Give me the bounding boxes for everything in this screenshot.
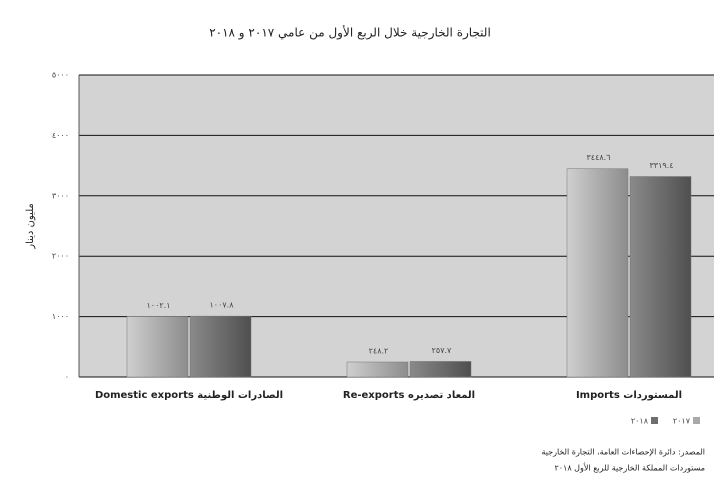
legend-label: ٢٠١٧ <box>673 417 691 426</box>
bar <box>629 176 692 378</box>
bar <box>189 315 252 378</box>
y-tick-label: ٥٠٠٠ <box>52 71 69 80</box>
y-tick-label: ٠ <box>65 373 69 382</box>
x-tick-label: Re-exports المعاد تصديره <box>343 390 475 401</box>
y-axis-label: مليون دينار <box>25 203 36 250</box>
value-label: ١٠٠٧.٨ <box>209 301 234 310</box>
legend-label: ٢٠١٨ <box>631 417 649 426</box>
value-label: ٢٤٨.٢ <box>369 347 389 356</box>
y-tick-label: ٣٠٠٠ <box>52 191 69 200</box>
value-label: ٣٣١٩.٤ <box>649 161 673 170</box>
bar <box>566 168 629 378</box>
value-label: ٢٥٧.٧ <box>432 346 452 355</box>
y-tick-label: ٢٠٠٠ <box>52 252 69 261</box>
source-note: مستوردات المملكة الخارجية للربع الأول ٢٠… <box>554 463 705 473</box>
legend-swatch <box>651 417 658 424</box>
y-tick-label: ٤٠٠٠ <box>52 131 69 140</box>
x-tick-label: Imports المستوردات <box>576 390 682 401</box>
value-label: ٣٤٤٨.٦ <box>586 153 610 162</box>
bar <box>409 361 472 378</box>
bar <box>126 316 189 378</box>
x-tick-label: Domestic exports الصادرات الوطنية <box>95 390 283 401</box>
source-note: المصدر: دائرة الإحصاءات العامة، التجارة … <box>541 448 705 458</box>
chart-title: التجارة الخارجية خلال الربع الأول من عام… <box>209 25 491 41</box>
bar <box>346 361 409 378</box>
legend-swatch <box>693 417 700 424</box>
y-tick-label: ١٠٠٠ <box>52 312 69 321</box>
value-label: ١٠٠٢.١ <box>146 301 170 310</box>
